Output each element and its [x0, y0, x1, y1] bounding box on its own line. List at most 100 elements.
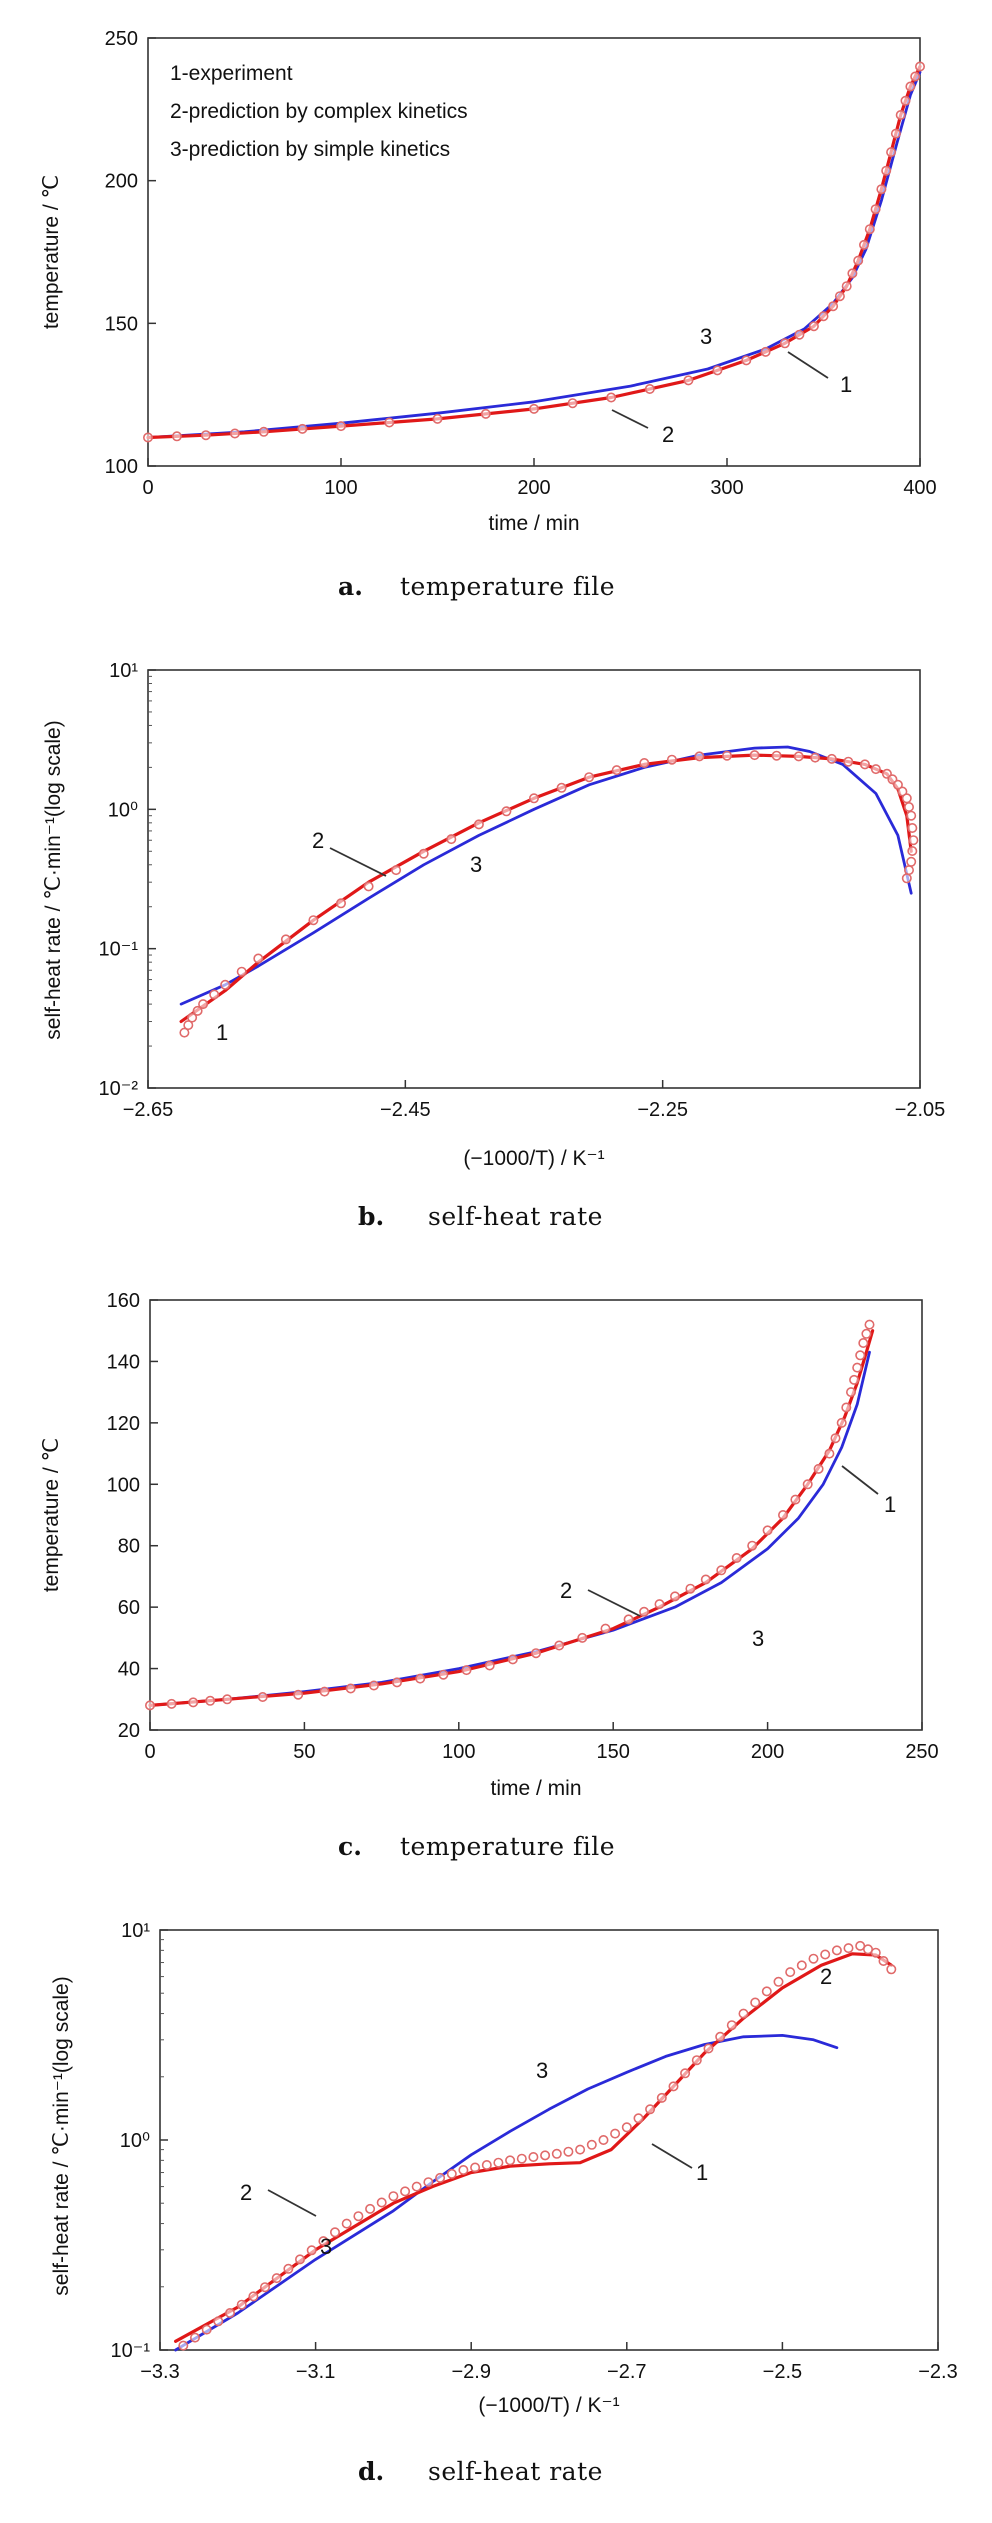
experiment-point	[900, 95, 911, 106]
experiment-point	[886, 1964, 897, 1975]
experiment-point	[843, 756, 854, 767]
experiment-point	[621, 2122, 632, 2133]
experiment-point	[201, 2324, 212, 2335]
experiment-point	[438, 1669, 449, 1680]
experiment-point	[785, 1967, 796, 1978]
experiment-point	[493, 2157, 504, 2168]
y-tick-label: 80	[118, 1536, 140, 1558]
experiment-point	[188, 1697, 199, 1708]
axis-ticks-c: 0 50 100 150 200 250 20 40 60 80 100 120 140 160	[107, 1290, 939, 1763]
experiment-point	[779, 338, 790, 349]
experiment-point	[507, 1654, 518, 1665]
experiment-point	[826, 753, 837, 764]
experiment-point	[716, 1565, 727, 1576]
experiment-point	[484, 1660, 495, 1671]
series-2-callout: 2	[240, 2180, 252, 2205]
y-tick-label: 200	[105, 171, 138, 193]
experiment-point	[834, 291, 845, 302]
series-simple-kinetics-line	[148, 1350, 871, 1707]
experiment-point	[446, 2168, 457, 2179]
experiment-point	[828, 301, 839, 312]
y-tick-label: 100	[107, 1474, 140, 1496]
experiment-point	[586, 2139, 597, 2150]
experiment-point	[606, 392, 617, 403]
y-tick-label: 60	[118, 1597, 140, 1619]
experiment-point	[501, 806, 512, 817]
experiment-point	[858, 239, 869, 250]
experiment-point	[892, 779, 903, 790]
experiment-point	[280, 934, 291, 945]
experiment-point	[901, 793, 912, 804]
experiment-point	[906, 856, 917, 867]
experiment-point	[258, 426, 269, 437]
caption-letter-c: c.	[338, 1832, 362, 1861]
callout-leader	[651, 2143, 693, 2169]
experiment-point	[575, 2144, 586, 2155]
experiment-point	[808, 1953, 819, 1964]
experiment-point	[611, 765, 622, 776]
experiment-point	[726, 2020, 737, 2031]
series-2-callout: 2	[662, 422, 674, 447]
caption-letter-b: b.	[358, 1202, 384, 1231]
experiment-point	[790, 1494, 801, 1505]
experiment-point	[415, 1673, 426, 1684]
series-2-callout: 2	[312, 828, 324, 853]
experiment-point	[771, 750, 782, 761]
experiment-point	[760, 346, 771, 357]
experiment-point	[903, 865, 914, 876]
experiment-point	[563, 2146, 574, 2157]
experiment-point	[577, 1632, 588, 1643]
experiment-point	[198, 999, 209, 1010]
experiment-point	[225, 2308, 236, 2319]
experiment-point	[178, 2340, 189, 2351]
x-tick-label: 200	[751, 1741, 784, 1763]
experiment-point	[293, 1689, 304, 1700]
experiment-point	[669, 1591, 680, 1602]
experiment-point	[248, 2291, 259, 2302]
experiment-point	[656, 2092, 667, 2103]
experiment-point	[567, 398, 578, 409]
experiment-point	[831, 1945, 842, 1956]
experiment-point	[762, 1525, 773, 1536]
x-tick-label: 150	[597, 1741, 630, 1763]
experiment-point	[890, 128, 901, 139]
experiment-point	[345, 1683, 356, 1694]
experiment-point	[423, 2177, 434, 2188]
experiment-point	[841, 281, 852, 292]
experiment-point	[187, 1012, 198, 1023]
experiment-point	[143, 432, 154, 443]
experiment-point	[685, 1583, 696, 1594]
experiment-point	[738, 2008, 749, 2019]
x-tick-label: −2.45	[380, 1099, 431, 1121]
series-1-callout: 1	[696, 2160, 708, 2185]
experiment-point	[914, 61, 925, 72]
experiment-point	[907, 822, 918, 833]
x-tick-label: −3.1	[296, 2361, 335, 2383]
experiment-point	[435, 2172, 446, 2183]
experiment-point	[886, 147, 897, 158]
experiment-point	[876, 184, 887, 195]
experiment-point	[847, 268, 858, 279]
experiment-point	[864, 1319, 875, 1330]
plot-area-a	[143, 61, 925, 443]
experiment-point	[830, 1433, 841, 1444]
experiment-point	[610, 2128, 621, 2139]
experiment-point	[808, 321, 819, 332]
experiment-point	[598, 2135, 609, 2146]
y-tick-label: 100	[105, 456, 138, 478]
experiment-point	[600, 1623, 611, 1634]
callout-leader	[611, 409, 649, 429]
experiment-point	[528, 793, 539, 804]
experiment-point	[818, 311, 829, 322]
experiment-point	[903, 801, 914, 812]
x-tick-label: 250	[905, 1741, 938, 1763]
experiment-point	[554, 1640, 565, 1651]
plot-area-b	[179, 745, 919, 1038]
x-tick-label: 300	[710, 477, 743, 499]
y-tick-label: 10¹	[109, 660, 138, 682]
experiment-point	[731, 1553, 742, 1564]
caption-letter-a: a.	[338, 572, 363, 601]
experiment-point	[901, 873, 912, 884]
experiment-point	[446, 834, 457, 845]
experiment-point	[853, 255, 864, 266]
